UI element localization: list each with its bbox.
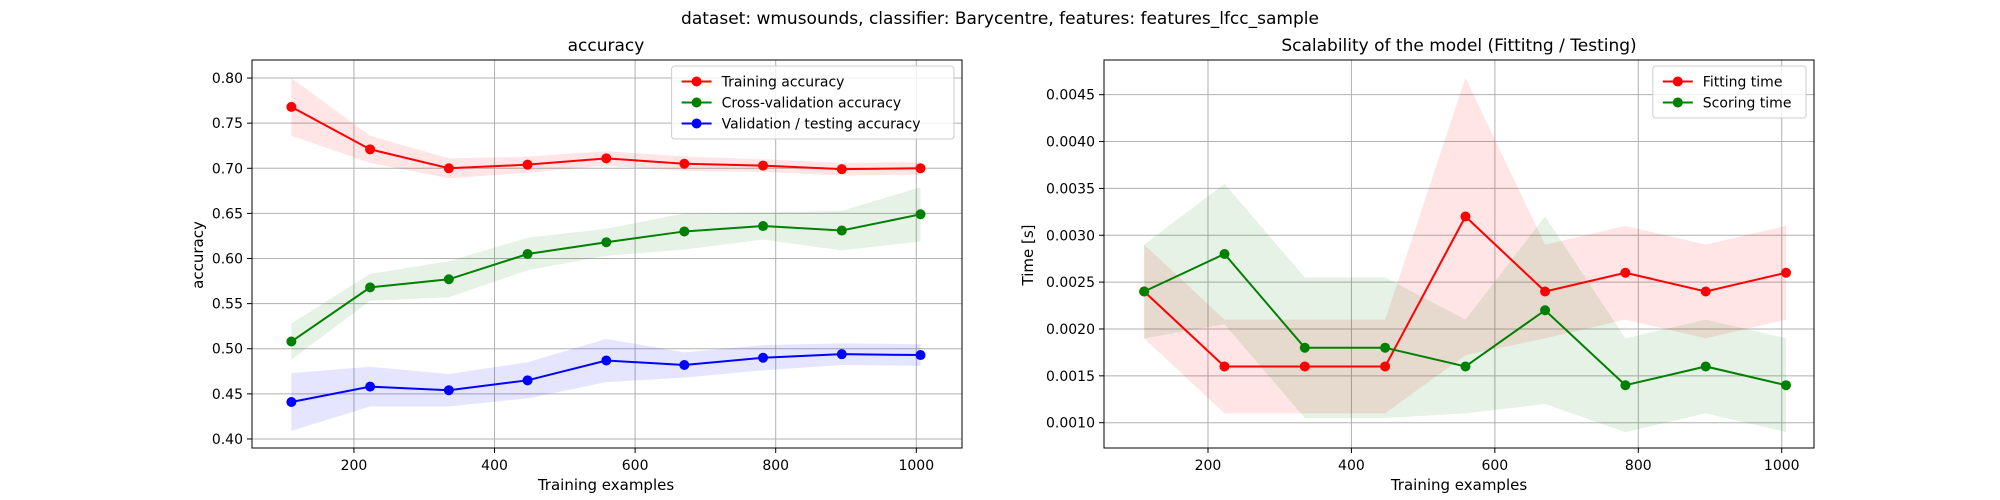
scalability-series-1-point	[1620, 380, 1631, 391]
accuracy-x-tick-label: 200	[341, 458, 368, 474]
scalability-series-1-point	[1219, 249, 1230, 259]
scalability-y-tick-label: 0.0045	[1046, 88, 1095, 104]
accuracy-series-0-point	[601, 153, 612, 164]
accuracy-y-tick-label: 0.75	[212, 116, 243, 132]
accuracy-series-1-point	[443, 274, 454, 285]
accuracy-series-0-point	[443, 163, 454, 174]
scalability-legend: Fitting time Scoring time	[1652, 65, 1807, 119]
accuracy-y-tick-label: 0.70	[212, 161, 243, 177]
scalability-chart-panel: Scalability of the model (Fittitng / Tes…	[1019, 36, 1815, 494]
accuracy-y-tick-label: 0.40	[212, 432, 243, 448]
scalability-series-0-point	[1460, 211, 1471, 222]
accuracy-series-0-point	[758, 160, 769, 171]
accuracy-series-2-point	[601, 355, 612, 366]
scalability-series-1-point	[1380, 342, 1391, 353]
accuracy-legend-swatch-marker	[691, 97, 702, 108]
accuracy-legend-label: Validation / testing accuracy	[722, 117, 921, 133]
scalability-series-1-point	[1540, 305, 1551, 316]
scalability-series-1-point	[1139, 286, 1150, 297]
scalability-legend-swatch-marker	[1672, 76, 1683, 87]
accuracy-series-2-point	[836, 349, 847, 360]
accuracy-legend-label: Training accuracy	[721, 75, 845, 91]
scalability-y-tick-label: 0.0010	[1046, 416, 1095, 432]
scalability-y-tick-label: 0.0040	[1046, 135, 1095, 151]
scalability-series-0-point	[1299, 361, 1310, 372]
scalability-x-tick-label: 600	[1481, 458, 1508, 474]
accuracy-x-tick-label: 800	[762, 458, 789, 474]
accuracy-y-tick-label: 0.45	[212, 387, 243, 403]
scalability-x-tick-label: 200	[1195, 458, 1222, 474]
accuracy-x-tick-label: 400	[481, 458, 508, 474]
accuracy-series-0-point	[679, 158, 690, 169]
scalability-series-1-point	[1700, 361, 1711, 372]
accuracy-series-1-point	[836, 225, 847, 236]
scalability-series-0-point	[1700, 286, 1711, 297]
accuracy-series-2-point	[679, 359, 690, 370]
scalability-y-tick-label: 0.0030	[1046, 228, 1095, 244]
accuracy-series-2-point	[915, 350, 926, 361]
scalability-x-tick-label: 400	[1338, 458, 1365, 474]
accuracy-series-2-point	[286, 396, 297, 407]
scalability-chart-ylabel: Time [s]	[1019, 225, 1037, 287]
accuracy-series-2-point	[443, 385, 454, 396]
accuracy-series-1-point	[365, 282, 376, 293]
accuracy-y-tick-label: 0.50	[212, 342, 243, 358]
accuracy-legend-swatch-marker	[691, 118, 702, 129]
accuracy-series-1-point	[679, 226, 690, 237]
scalability-axes-frame	[1103, 59, 1815, 449]
figure-suptitle: dataset: wmusounds, classifier: Barycent…	[681, 9, 1319, 29]
accuracy-legend-label: Cross-validation accuracy	[722, 96, 902, 112]
scalability-y-tick-label: 0.0015	[1046, 369, 1095, 385]
scalability-series-1-point	[1781, 380, 1792, 391]
scalability-series-1-point	[1460, 361, 1471, 372]
accuracy-series-1-point	[522, 249, 533, 259]
accuracy-series-2-point	[522, 375, 533, 386]
scalability-chart-xlabel: Training examples	[1390, 476, 1528, 494]
scalability-series-0-point	[1620, 267, 1631, 278]
scalability-chart-title: Scalability of the model (Fittitng / Tes…	[1281, 36, 1636, 56]
scalability-series-0-point	[1540, 286, 1551, 297]
scalability-series-0-std-band	[1144, 77, 1787, 414]
accuracy-series-0-point	[915, 163, 926, 174]
accuracy-chart-xlabel: Training examples	[537, 476, 675, 494]
accuracy-series-0-point	[836, 164, 847, 175]
scalability-legend-box	[1652, 65, 1807, 119]
accuracy-y-tick-label: 0.55	[212, 297, 243, 313]
accuracy-series-2-point	[758, 352, 769, 363]
accuracy-series-1-point	[286, 336, 297, 347]
scalability-y-tick-label: 0.0035	[1046, 181, 1095, 197]
scalability-series-0-point	[1219, 361, 1230, 372]
scalability-x-tick-label: 800	[1625, 458, 1652, 474]
scalability-series-0-point	[1781, 267, 1792, 278]
scalability-x-tick-label: 1000	[1764, 458, 1800, 474]
scalability-y-tick-label: 0.0020	[1046, 322, 1095, 338]
accuracy-series-0-point	[286, 101, 297, 112]
scalability-series-0-point	[1380, 361, 1391, 372]
scalability-y-tick-label: 0.0025	[1046, 275, 1095, 291]
accuracy-series-0-point	[522, 159, 533, 170]
accuracy-x-tick-label: 1000	[898, 458, 934, 474]
scalability-legend-label: Fitting time	[1703, 75, 1783, 91]
accuracy-y-tick-label: 0.80	[212, 71, 243, 87]
accuracy-series-1-point	[915, 209, 926, 220]
accuracy-series-2-point	[365, 381, 376, 392]
accuracy-y-tick-label: 0.65	[212, 206, 243, 222]
accuracy-chart-ylabel: accuracy	[189, 221, 207, 289]
accuracy-chart-title: accuracy	[568, 36, 645, 56]
scalability-legend-label: Scoring time	[1703, 96, 1792, 112]
accuracy-y-tick-label: 0.60	[212, 252, 243, 268]
accuracy-legend-box	[671, 65, 955, 140]
accuracy-legend-swatch-marker	[691, 76, 702, 87]
accuracy-series-1-point	[601, 237, 612, 248]
accuracy-series-1-point	[758, 221, 769, 232]
scalability-series-1-point	[1299, 342, 1310, 353]
accuracy-series-0-point	[365, 144, 376, 155]
accuracy-legend: Training accuracy Cross-validation accura…	[671, 65, 955, 140]
accuracy-axes-frame	[251, 59, 963, 449]
accuracy-series-2-std-band	[291, 338, 921, 431]
accuracy-chart-panel: accuracy Training examples accuracy 200 4…	[189, 36, 963, 494]
scalability-legend-swatch-marker	[1672, 97, 1683, 108]
accuracy-x-tick-label: 600	[622, 458, 649, 474]
